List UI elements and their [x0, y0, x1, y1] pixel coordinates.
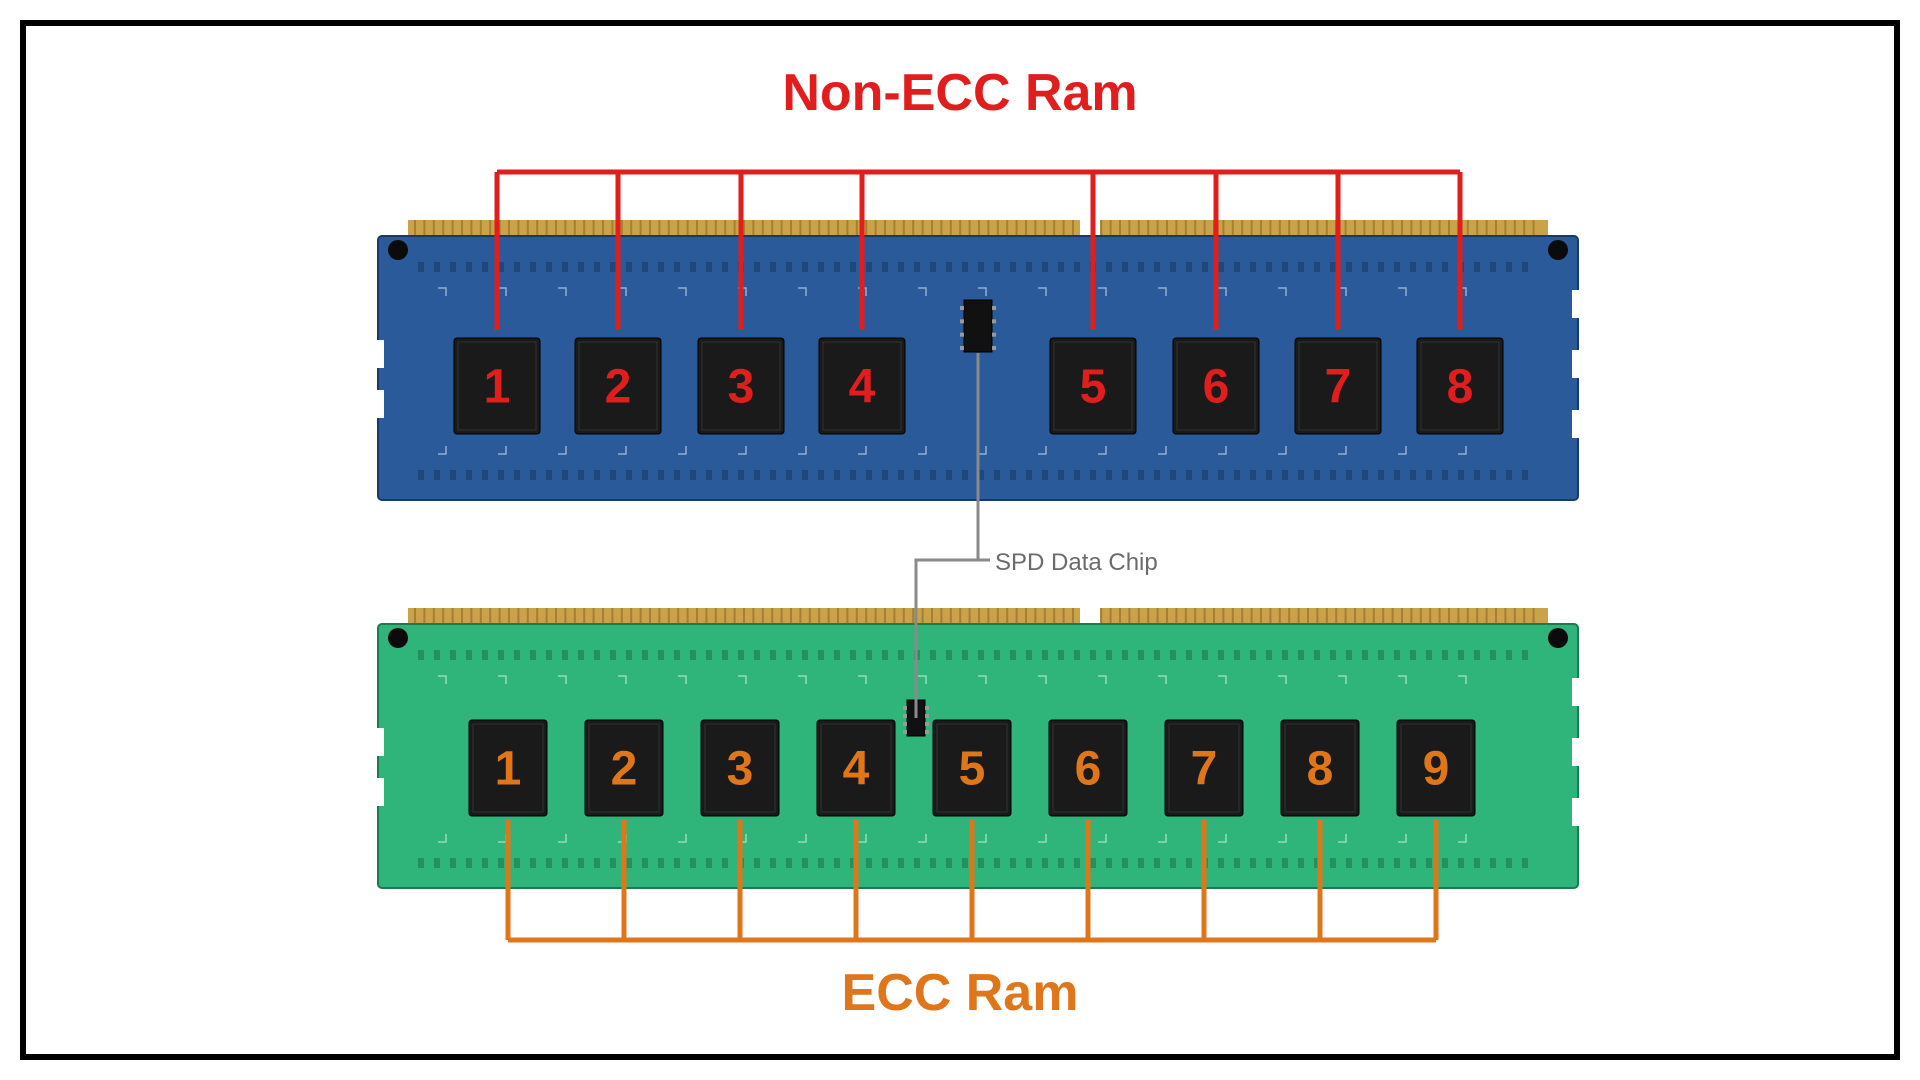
- ecc-chip-num-9: 9: [1423, 743, 1450, 796]
- spd-label: SPD Data Chip: [995, 549, 1158, 576]
- nonecc-chip-num-5: 5: [1080, 361, 1107, 414]
- ecc-chip-num-1: 1: [495, 743, 522, 796]
- nonecc-chip-num-1: 1: [484, 361, 511, 414]
- nonecc-chip-num-6: 6: [1203, 361, 1230, 414]
- ecc-chip-num-4: 4: [843, 743, 870, 796]
- nonecc-chip-num-3: 3: [728, 361, 755, 414]
- title-ecc: ECC Ram: [842, 964, 1079, 1022]
- ecc-chip-num-7: 7: [1191, 743, 1218, 796]
- nonecc-chip-num-4: 4: [849, 361, 876, 414]
- ecc-chip-num-6: 6: [1075, 743, 1102, 796]
- nonecc-chip-num-8: 8: [1447, 361, 1474, 414]
- ecc-chip-num-3: 3: [727, 743, 754, 796]
- nonecc-chip-num-7: 7: [1325, 361, 1352, 414]
- ecc-chip-num-8: 8: [1307, 743, 1334, 796]
- title-non-ecc: Non-ECC Ram: [782, 64, 1137, 122]
- ecc-chip-num-2: 2: [611, 743, 638, 796]
- nonecc-chip-num-2: 2: [605, 361, 632, 414]
- ecc-chip-num-5: 5: [959, 743, 986, 796]
